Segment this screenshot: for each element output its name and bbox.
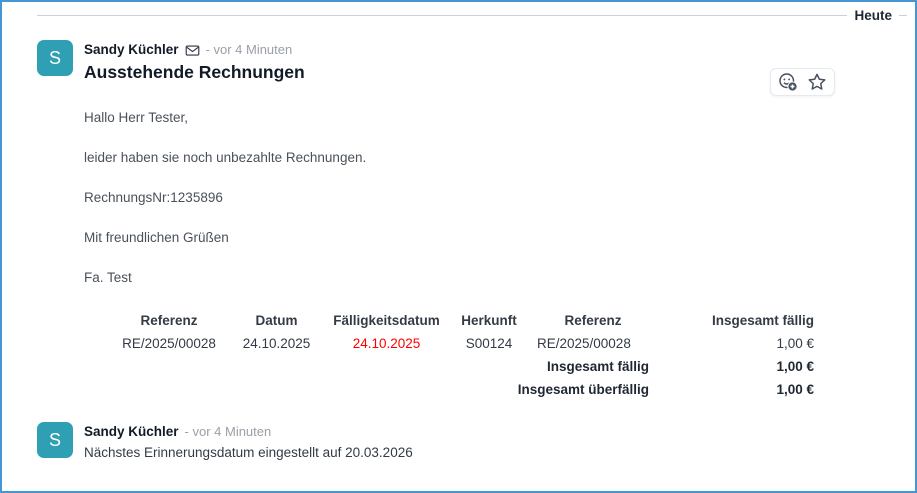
header-insgesamt-faellig: Insgesamt fällig bbox=[711, 313, 814, 328]
message-toolbar bbox=[770, 68, 835, 96]
message-subject: Ausstehende Rechnungen bbox=[84, 62, 305, 82]
totals-row-overdue: Insgesamt überfällig 1,00 € bbox=[109, 378, 822, 401]
table-row: RE/2025/00028 24.10.2025 24.10.2025 S001… bbox=[109, 332, 822, 355]
date-divider-label: Heute bbox=[847, 6, 899, 25]
email-envelope-icon[interactable] bbox=[185, 43, 200, 58]
message-header: Sandy Küchler - vor 4 Minuten bbox=[84, 41, 903, 59]
cell-herkunft: S00124 bbox=[465, 336, 513, 351]
cell-datum: 24.10.2025 bbox=[242, 336, 311, 351]
add-reaction-icon[interactable] bbox=[778, 72, 798, 92]
header-herkunft: Herkunft bbox=[461, 313, 517, 328]
cell-faelligkeitsdatum-overdue: 24.10.2025 bbox=[352, 336, 421, 351]
message-timestamp: - vor 4 Minuten bbox=[184, 424, 272, 439]
author-name[interactable]: Sandy Küchler bbox=[84, 424, 179, 439]
body-paragraph: leider haben sie noch unbezahlte Rechnun… bbox=[84, 150, 367, 165]
cell-insgesamt-faellig: 1,00 € bbox=[776, 336, 814, 351]
log-note-text: Nächstes Erinnerungsdatum eingestellt au… bbox=[84, 445, 413, 460]
avatar[interactable]: S bbox=[37, 422, 73, 458]
star-icon[interactable] bbox=[807, 72, 827, 92]
message-item: S Sandy Küchler - vor 4 Minuten Ausstehe… bbox=[2, 40, 915, 401]
totals-overdue-label: Insgesamt überfällig bbox=[517, 382, 649, 397]
header-referenz-2: Referenz bbox=[564, 313, 622, 328]
message-content: Sandy Küchler - vor 4 Minuten Nächstes E… bbox=[84, 422, 903, 462]
overdue-invoices-table: Referenz Datum Fälligkeitsdatum Herkunft… bbox=[109, 309, 822, 401]
totals-due-label: Insgesamt fällig bbox=[546, 359, 649, 374]
message-body: Hallo Herr Tester, leider haben sie noch… bbox=[84, 109, 903, 286]
header-faelligkeitsdatum: Fälligkeitsdatum bbox=[333, 313, 440, 328]
totals-due-value: 1,00 € bbox=[776, 359, 814, 374]
body-paragraph: Mit freundlichen Grüßen bbox=[84, 230, 229, 245]
date-divider: Heute bbox=[37, 6, 907, 25]
totals-overdue-value: 1,00 € bbox=[776, 382, 814, 397]
body-paragraph: Hallo Herr Tester, bbox=[84, 110, 189, 125]
avatar[interactable]: S bbox=[37, 40, 73, 76]
cell-referenz-2: RE/2025/00028 bbox=[537, 336, 631, 351]
header-datum: Datum bbox=[255, 313, 298, 328]
message-timestamp: - vor 4 Minuten bbox=[205, 42, 293, 57]
body-paragraph: Fa. Test bbox=[84, 270, 132, 285]
body-paragraph: RechnungsNr:1235896 bbox=[84, 190, 223, 205]
message-content: Sandy Küchler - vor 4 Minuten Ausstehend… bbox=[84, 40, 903, 401]
table-header-row: Referenz Datum Fälligkeitsdatum Herkunft… bbox=[109, 309, 822, 332]
message-item: S Sandy Küchler - vor 4 Minuten Nächstes… bbox=[2, 422, 915, 462]
message-header: Sandy Küchler - vor 4 Minuten bbox=[84, 423, 903, 441]
cell-referenz: RE/2025/00028 bbox=[122, 336, 216, 351]
header-referenz: Referenz bbox=[140, 313, 198, 328]
totals-row-due: Insgesamt fällig 1,00 € bbox=[109, 355, 822, 378]
author-name[interactable]: Sandy Küchler bbox=[84, 42, 179, 57]
